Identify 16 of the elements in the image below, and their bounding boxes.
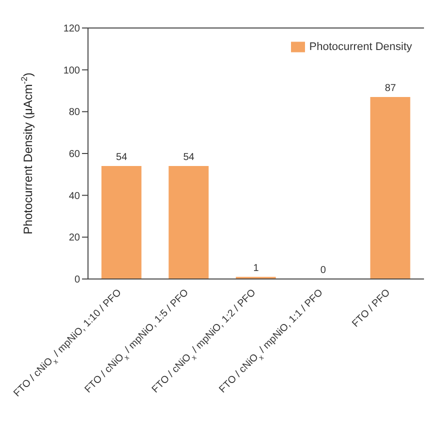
y-tick-label: 60: [68, 149, 80, 160]
y-tick-label: 120: [63, 24, 80, 35]
y-tick-label: 80: [68, 107, 80, 118]
bar: [370, 97, 410, 279]
y-tick-label: 20: [68, 232, 80, 244]
y-tick-label: 40: [68, 190, 80, 202]
bar: [101, 166, 142, 279]
data-label: 87: [384, 83, 396, 94]
data-label: 54: [116, 152, 128, 164]
bar: [168, 166, 209, 279]
data-label: 1: [253, 262, 260, 274]
y-tick-label: 100: [63, 65, 80, 76]
data-label: 54: [183, 152, 195, 164]
legend-label: Photocurrent Density: [309, 40, 412, 53]
data-label: 0: [320, 265, 326, 276]
y-tick-label: 0: [74, 274, 80, 286]
